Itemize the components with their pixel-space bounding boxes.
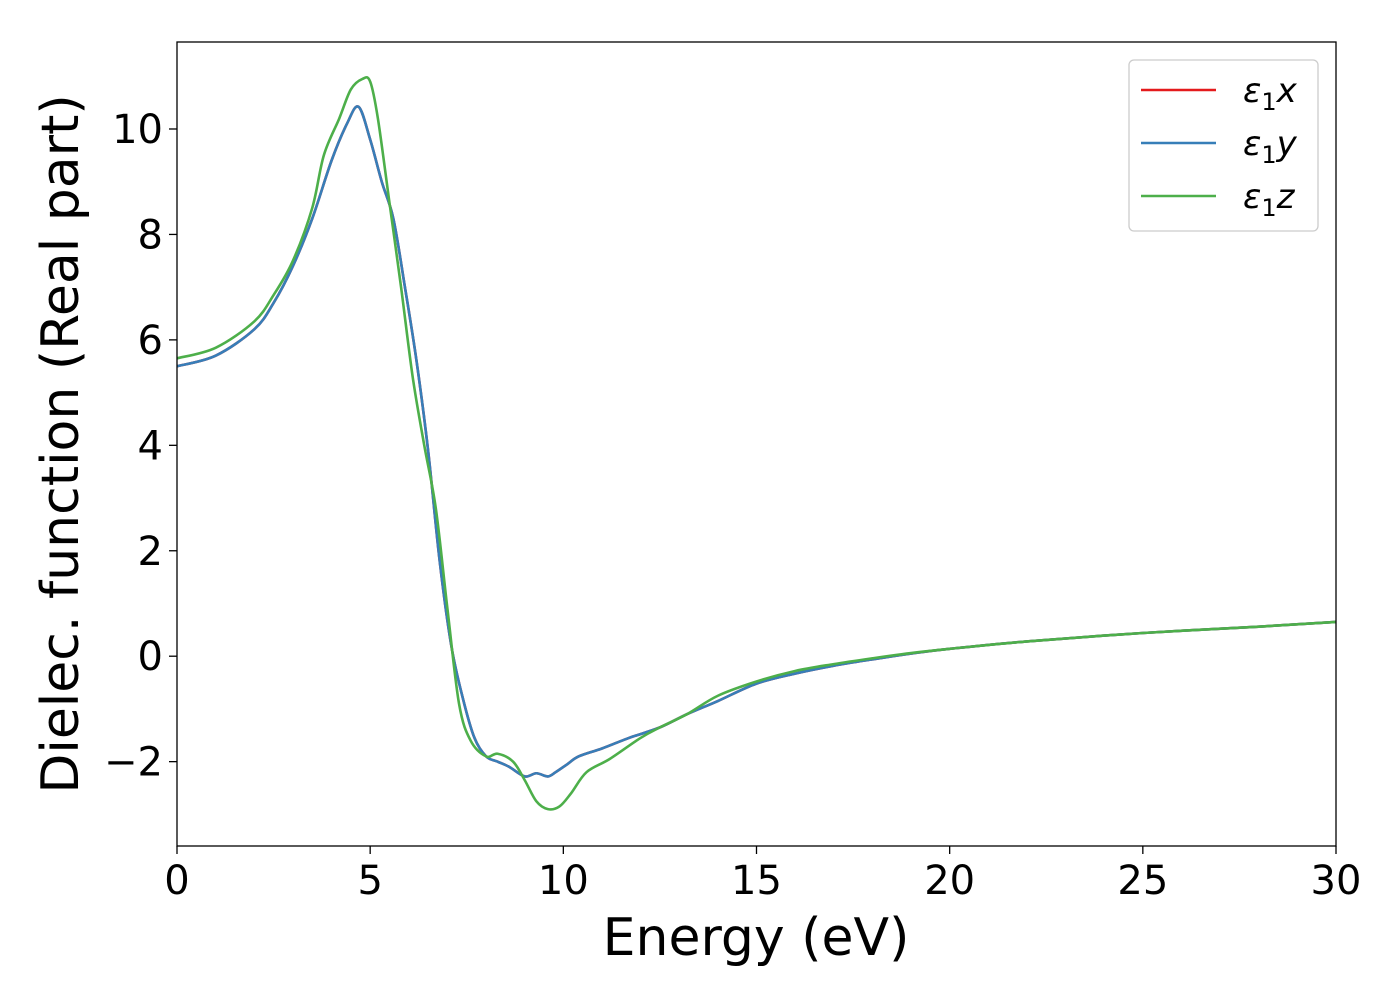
legend-box	[1128, 59, 1319, 232]
legend-subscript: 1	[1261, 141, 1276, 169]
legend-entry: ε1x	[1243, 71, 1298, 116]
series-line-3	[176, 75, 1337, 811]
legend-symbol: ε	[1243, 124, 1261, 164]
legend-subscript: 1	[1261, 194, 1276, 222]
y-axis-label: Dielec. function (Real part)	[31, 94, 91, 793]
y-tick-label: 8	[138, 212, 163, 258]
legend-symbol: ε	[1243, 177, 1261, 217]
y-tick-label: 4	[138, 423, 163, 469]
legend-entry: ε1z	[1243, 177, 1296, 222]
legend-subscript: 1	[1261, 88, 1276, 116]
y-tick-label: 0	[138, 634, 163, 680]
y-tick-label: −2	[104, 740, 163, 786]
legend-component: y	[1276, 124, 1298, 164]
y-tick-label: 6	[138, 318, 163, 364]
y-tick-label: 10	[112, 107, 163, 153]
legend-component: z	[1276, 177, 1296, 217]
x-tick-label: 5	[357, 858, 382, 904]
x-tick-label: 30	[1311, 858, 1362, 904]
x-tick-label: 25	[1117, 858, 1168, 904]
x-tick-label: 10	[538, 858, 589, 904]
legend-component: x	[1276, 71, 1298, 111]
x-tick-label: 15	[731, 858, 782, 904]
x-tick-label: 0	[164, 858, 189, 904]
y-axis: −2 0 2 4 6 8 10	[104, 107, 177, 786]
series-layer	[176, 75, 1337, 811]
legend-entry: ε1y	[1243, 124, 1298, 169]
legend-symbol: ε	[1243, 71, 1261, 111]
x-axis-label: Energy (eV)	[603, 908, 910, 968]
x-axis: 0 5 10 15 20 25 30	[164, 846, 1361, 904]
x-tick-label: 20	[924, 858, 975, 904]
y-tick-label: 2	[138, 529, 163, 575]
